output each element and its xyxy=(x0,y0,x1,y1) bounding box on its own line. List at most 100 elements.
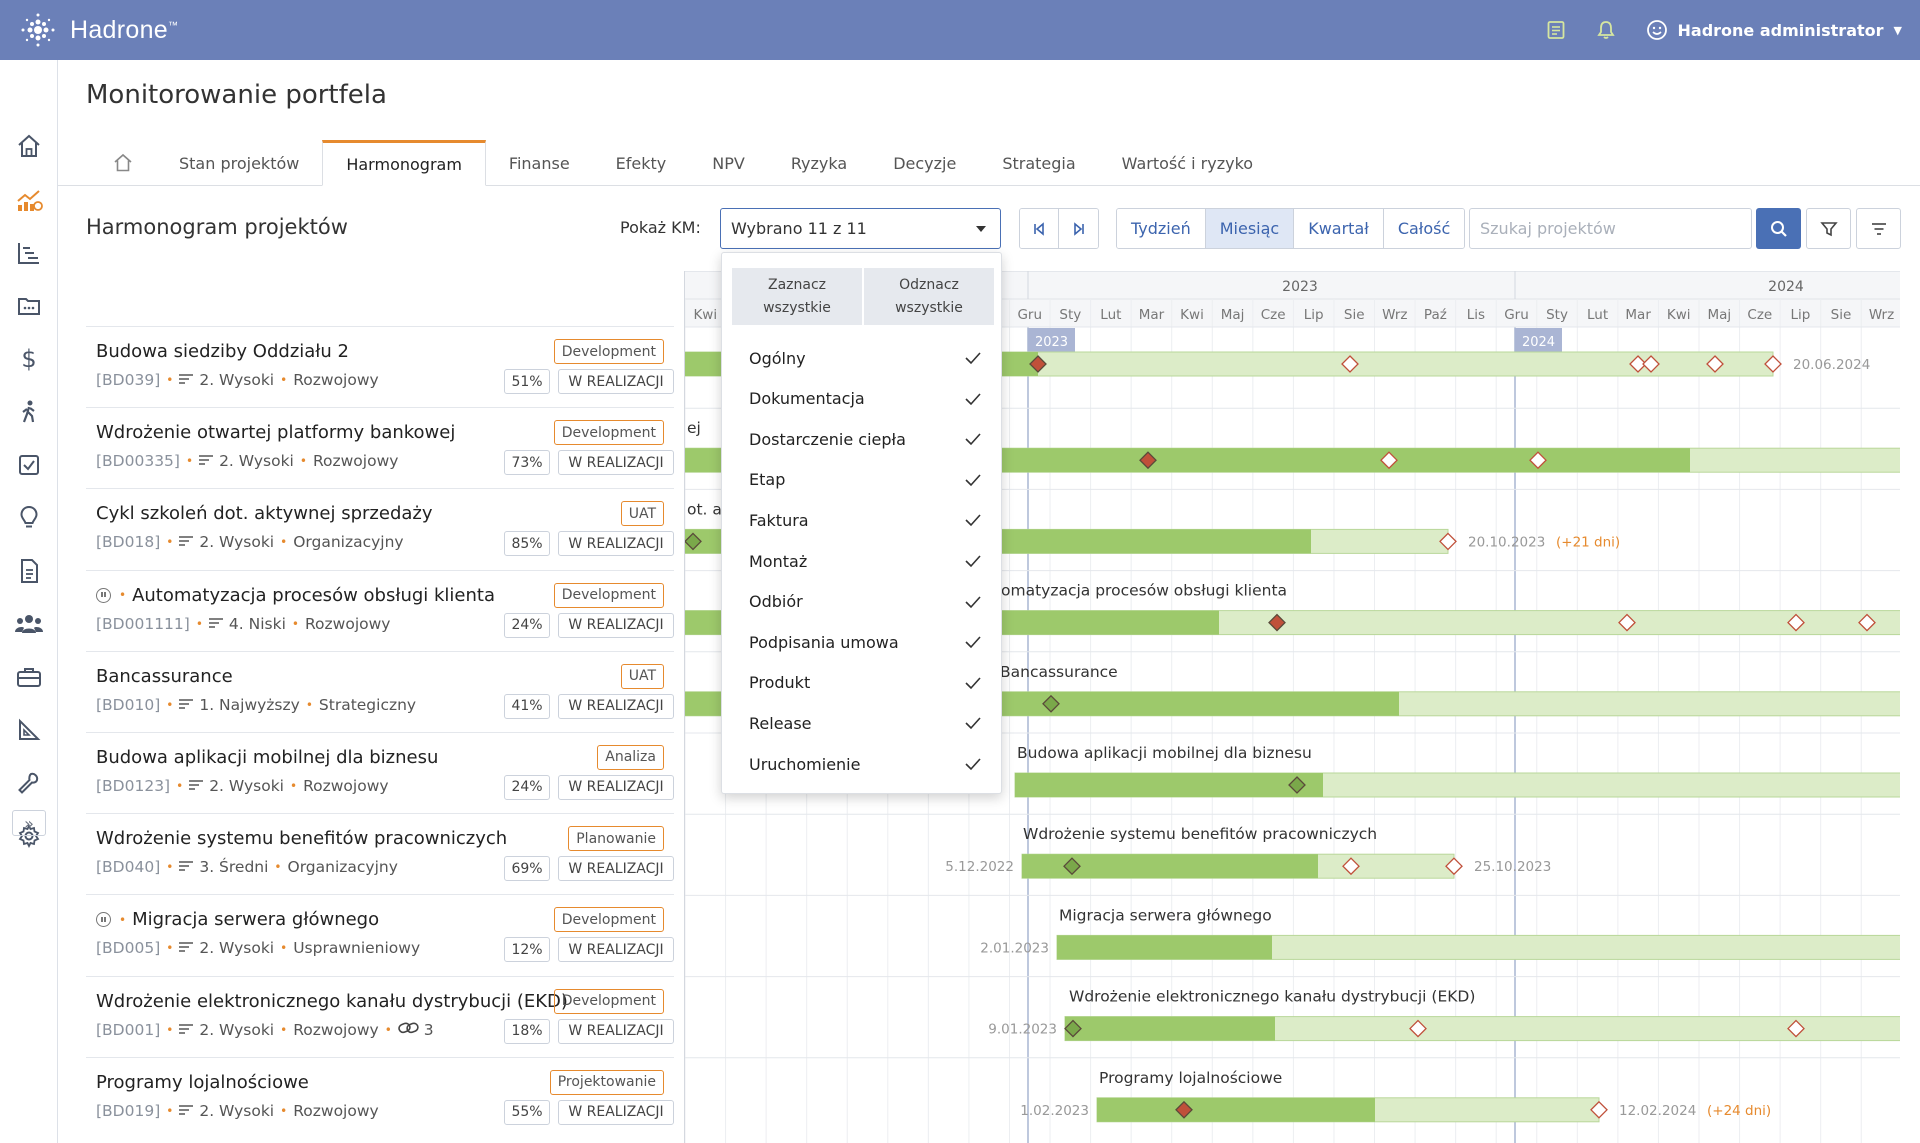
km-option[interactable]: Faktura xyxy=(749,505,981,535)
km-option[interactable]: Podpisania umowa xyxy=(749,627,981,657)
timeline-icon[interactable] xyxy=(0,233,58,273)
wrench-icon[interactable] xyxy=(0,763,58,803)
view-kwartal-button[interactable]: Kwartał xyxy=(1294,209,1384,248)
portfolio-chart-icon[interactable] xyxy=(0,180,58,220)
project-title: Bancassurance xyxy=(96,665,233,687)
project-row[interactable]: Cykl szkoleń dot. aktywnej sprzedaży [BD0… xyxy=(86,488,674,569)
search-button[interactable] xyxy=(1756,208,1801,249)
km-option[interactable]: Montaż xyxy=(749,546,981,576)
deselect-all-button[interactable]: Odznacz wszystkie xyxy=(864,268,994,325)
gantt-bar-done xyxy=(1015,773,1323,797)
project-name[interactable]: Budowa aplikacji mobilnej dla biznesu xyxy=(96,747,438,768)
app-logo[interactable]: Hadrone™ xyxy=(16,10,178,50)
tab-home[interactable] xyxy=(90,140,156,186)
priority-icon xyxy=(199,452,214,470)
project-type: Rozwojowy xyxy=(293,371,379,389)
tab-decyzje[interactable]: Decyzje xyxy=(893,153,957,173)
km-option[interactable]: Ogólny xyxy=(749,343,981,373)
sort-button[interactable] xyxy=(1856,208,1901,249)
project-row[interactable]: Wdrożenie elektronicznego kanału dystryb… xyxy=(86,975,674,1057)
phase-badge: Development xyxy=(553,420,664,446)
gantt-delay: (+24 dni) xyxy=(1707,1103,1771,1119)
project-name[interactable]: Bancassurance xyxy=(96,666,233,687)
milestone-diamond xyxy=(1042,694,1060,713)
view-calosc-button[interactable]: Całość xyxy=(1383,209,1465,248)
tab-wartosc-i-ryzyko[interactable]: Wartość i ryzyko xyxy=(1121,153,1254,173)
project-name[interactable]: Wdrożenie elektronicznego kanału dystryb… xyxy=(96,991,568,1012)
gear-icon[interactable] xyxy=(0,816,58,856)
folder-icon[interactable] xyxy=(0,286,58,326)
document-icon[interactable] xyxy=(0,551,58,591)
ruler-triangle-icon[interactable] xyxy=(0,710,58,750)
user-name: Hadrone administrator xyxy=(1677,20,1884,40)
km-option[interactable]: Produkt xyxy=(749,668,981,698)
separator-dot: • xyxy=(166,941,174,956)
km-option[interactable]: Odbiór xyxy=(749,587,981,617)
project-row[interactable]: • Migracja serwera głównego [BD005] • 2. Wys… xyxy=(86,894,674,975)
toolbox-icon[interactable] xyxy=(0,657,58,697)
project-name[interactable]: • Migracja serwera głównego xyxy=(96,909,379,930)
milestone-diamond xyxy=(1439,532,1457,551)
project-row[interactable]: Wdrożenie otwartej platformy bankowej [BD… xyxy=(86,407,674,488)
month-label: Maj xyxy=(1221,307,1245,323)
project-meta: [BD001111] • 4. Niski • Rozwojowy xyxy=(96,615,390,633)
select-all-button[interactable]: Zaznacz wszystkie xyxy=(732,268,862,325)
home-icon[interactable] xyxy=(0,126,58,166)
separator-dot: • xyxy=(166,535,174,550)
check-icon xyxy=(965,636,981,649)
tab-finanse[interactable]: Finanse xyxy=(508,153,570,173)
project-row[interactable]: Bancassurance [BD010] • 1. Najwyższy • Strate… xyxy=(86,650,674,732)
tab-harmonogram[interactable]: Harmonogram xyxy=(322,140,486,186)
tab-npv[interactable]: NPV xyxy=(712,153,745,173)
separator-dot: • xyxy=(299,454,307,469)
expand-sidebar-button[interactable]: » xyxy=(12,810,46,836)
filter-button[interactable] xyxy=(1806,208,1851,249)
project-row[interactable]: • Automatyzacja procesów obsługi klienta [… xyxy=(86,569,674,651)
priority-icon xyxy=(208,615,223,633)
km-option[interactable]: Etap xyxy=(749,465,981,495)
checkbox-icon[interactable] xyxy=(0,445,58,485)
check-icon xyxy=(965,352,981,365)
tab-strategia[interactable]: Strategia xyxy=(1002,153,1076,173)
view-miesiac-button[interactable]: Miesiąc xyxy=(1205,209,1295,248)
go-end-button[interactable] xyxy=(1059,209,1098,248)
km-option[interactable]: Release xyxy=(749,708,981,738)
notes-icon[interactable] xyxy=(1546,20,1566,40)
go-start-button[interactable] xyxy=(1020,209,1059,248)
tab-stan-projektow[interactable]: Stan projektów xyxy=(179,153,300,173)
person-walking-icon[interactable] xyxy=(0,392,58,432)
percent-badge: 24% xyxy=(504,774,550,800)
km-option[interactable]: Dokumentacja xyxy=(749,384,981,414)
project-row[interactable]: Budowa aplikacji mobilnej dla biznesu [BD… xyxy=(86,731,674,813)
team-icon[interactable] xyxy=(0,604,58,644)
project-code: [BD010] xyxy=(96,695,161,714)
project-priority: 2. Wysoki xyxy=(209,776,284,795)
milestone-diamond xyxy=(1629,355,1647,373)
check-icon xyxy=(965,758,981,771)
project-row[interactable]: Programy lojalnościowe [BD019] • 2. Wysoki •… xyxy=(86,1056,674,1138)
km-select[interactable]: Wybrano 11 z 11 xyxy=(720,208,1001,249)
project-name[interactable]: Programy lojalnościowe xyxy=(96,1072,309,1093)
milestone-diamond xyxy=(685,532,702,551)
km-option[interactable]: Uruchomienie xyxy=(749,749,981,779)
project-name[interactable]: Cykl szkoleń dot. aktywnej sprzedaży xyxy=(96,503,433,524)
km-option[interactable]: Dostarczenie ciepła xyxy=(749,424,981,454)
project-name[interactable]: Wdrożenie otwartej platformy bankowej xyxy=(96,422,455,443)
tab-ryzyka[interactable]: Ryzyka xyxy=(790,153,848,173)
status-badge: W REALIZACJI xyxy=(558,937,674,963)
project-row[interactable]: Wdrożenie systemu benefitów pracowniczyc… xyxy=(86,813,674,894)
dollar-icon[interactable]: $ xyxy=(21,345,37,373)
pause-icon xyxy=(96,912,111,928)
bell-icon[interactable] xyxy=(1596,20,1616,40)
tab-efekty[interactable]: Efekty xyxy=(615,153,667,173)
user-menu[interactable]: Hadrone administrator ▼ xyxy=(1646,19,1902,41)
lightbulb-icon[interactable] xyxy=(0,498,58,538)
km-option-label: Dostarczenie ciepła xyxy=(749,429,906,449)
km-option-label: Produkt xyxy=(749,673,811,693)
project-name[interactable]: • Automatyzacja procesów obsługi klienta xyxy=(96,585,495,606)
project-name[interactable]: Budowa siedziby Oddziału 2 xyxy=(96,341,349,362)
project-row[interactable]: Budowa siedziby Oddziału 2 [BD039] • 2. Wys… xyxy=(86,326,674,407)
view-tydzien-button[interactable]: Tydzień xyxy=(1117,209,1206,248)
search-input[interactable] xyxy=(1469,208,1752,249)
project-name[interactable]: Wdrożenie systemu benefitów pracowniczyc… xyxy=(96,828,507,849)
